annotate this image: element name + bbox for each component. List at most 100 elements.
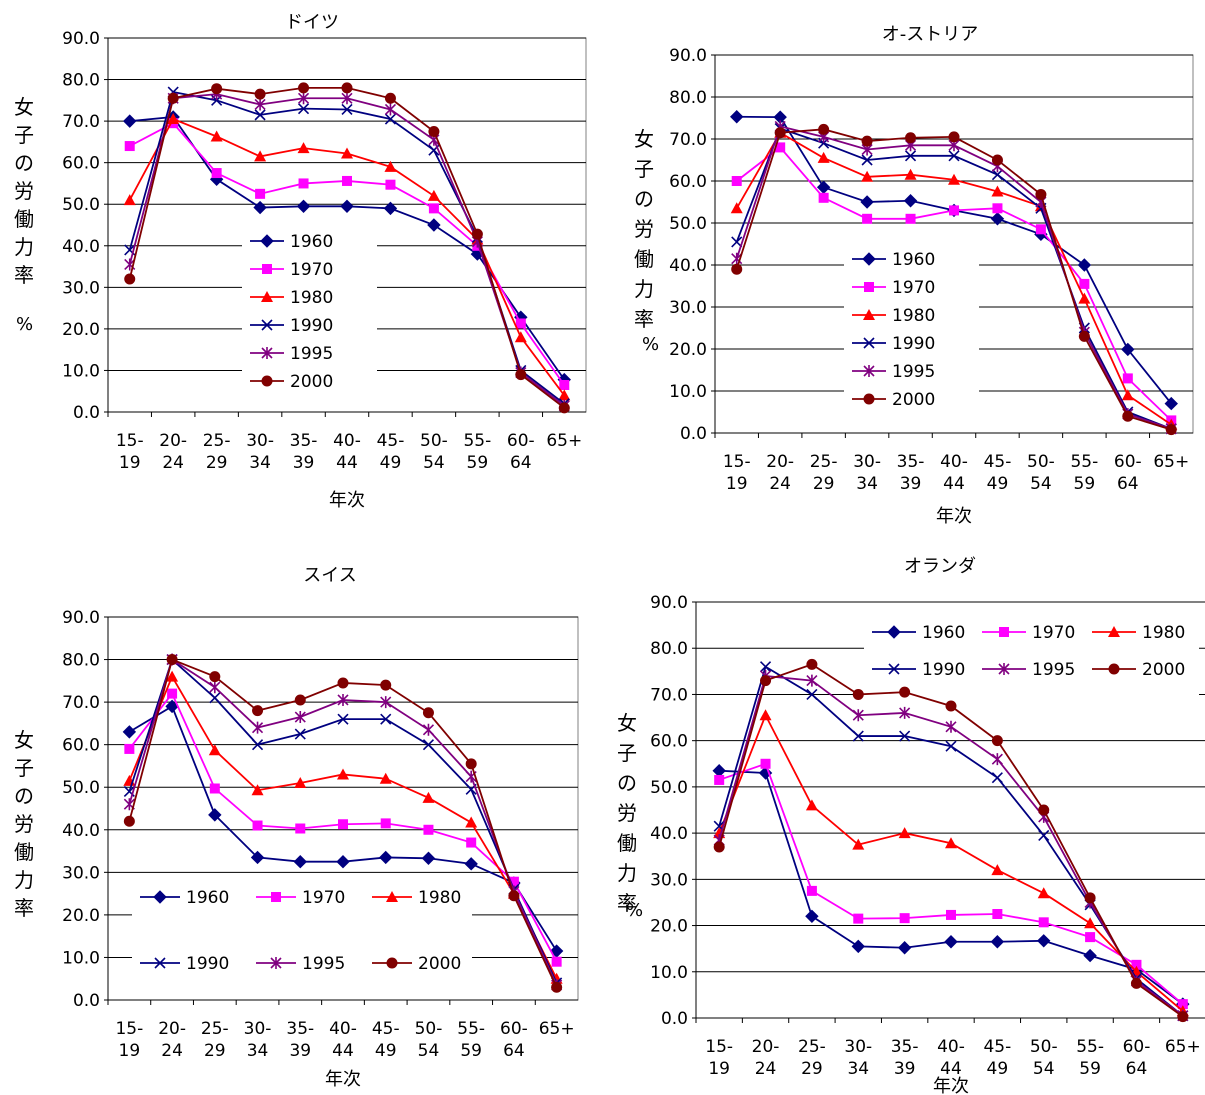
point-1980 [861, 170, 874, 182]
point-1980 [297, 142, 310, 154]
point-1995 [899, 706, 911, 719]
point-1970 [1079, 278, 1090, 289]
point-2000 [899, 686, 911, 698]
legend-marker-2000 [1108, 663, 1120, 675]
legend-marker-1980 [386, 891, 398, 902]
legend-marker-1960 [887, 625, 901, 639]
point-1990 [1038, 829, 1050, 841]
x-tick-label: 15-19 [116, 431, 144, 473]
y-axis-label-char: 労 [617, 801, 637, 825]
point-1970 [1177, 999, 1188, 1010]
point-1960 [805, 909, 819, 924]
legend-marker-1995 [863, 365, 875, 377]
x-tick-label: 30-34 [244, 1019, 272, 1061]
point-1960 [296, 199, 311, 214]
point-1970 [818, 192, 829, 203]
x-tick-label: 55-59 [463, 431, 491, 473]
y-axis-label-char: の [14, 784, 34, 808]
legend-label-1960: 1960 [922, 623, 965, 643]
point-2000 [167, 92, 179, 104]
point-1970 [760, 758, 771, 769]
chart-title: スイス [303, 565, 356, 586]
point-1970 [252, 820, 263, 831]
y-tick-label: 60.0 [62, 154, 100, 174]
y-axis-label-char: 力 [14, 868, 34, 892]
point-2000 [294, 694, 306, 706]
x-tick-label: 65+ [1165, 1037, 1201, 1057]
y-tick-label: 30.0 [62, 863, 100, 883]
point-2000 [211, 83, 223, 95]
point-1980 [948, 173, 960, 185]
x-tick-label: 45-49 [984, 452, 1012, 494]
y-axis-label-char: 力 [617, 861, 637, 885]
point-1970 [862, 213, 873, 224]
point-1990 [991, 772, 1003, 784]
point-1960 [421, 851, 436, 865]
y-tick-label: 0.0 [73, 403, 100, 423]
y-tick-label: 0.0 [73, 991, 100, 1011]
point-2000 [428, 126, 440, 137]
x-tick-label: 45-49 [372, 1019, 400, 1061]
point-1970 [714, 774, 725, 785]
point-1970 [1085, 932, 1096, 943]
x-tick-label: 35-39 [897, 452, 925, 494]
point-1970 [905, 213, 916, 224]
x-tick-label: 15-19 [723, 452, 751, 494]
y-axis-label-char: 女 [634, 127, 654, 151]
legend-marker-2000 [261, 375, 273, 387]
y-tick-label: 70.0 [62, 693, 100, 713]
point-1970 [508, 876, 519, 887]
y-tick-label: 40.0 [669, 256, 707, 276]
x-tick-label: 50-54 [1030, 1037, 1058, 1079]
y-axis-label-char: 力 [634, 277, 654, 301]
point-1970 [1035, 224, 1046, 235]
chart-2: 0.0 10.0 20.0 30.0 40.0 50.0 60.0 70.0 80.0 90.0 1… [14, 565, 579, 1090]
point-1970 [342, 175, 352, 186]
x-tick-label: 20-24 [158, 1019, 186, 1061]
point-1995 [209, 681, 221, 694]
y-tick-label: 50.0 [669, 214, 707, 234]
x-tick-label: 50-54 [1027, 452, 1055, 494]
legend-marker-2000 [386, 957, 398, 969]
point-1970 [899, 913, 910, 924]
point-1990 [380, 713, 392, 725]
x-tick-label: 25-29 [203, 431, 231, 473]
point-1980 [945, 837, 957, 849]
y-axis-label-char: 子 [14, 756, 34, 780]
point-1960 [336, 854, 350, 869]
legend-marker-1960 [260, 234, 274, 248]
point-1960 [944, 935, 958, 949]
legend-label-1990: 1990 [922, 660, 965, 680]
y-axis-label-char: 力 [14, 235, 34, 259]
point-1995 [945, 720, 957, 733]
legend-marker-1980 [863, 309, 875, 320]
point-2000 [760, 675, 772, 687]
y-tick-label: 10.0 [650, 963, 688, 983]
legend-marker-1970 [864, 282, 874, 292]
point-2000 [1130, 977, 1142, 989]
point-1980 [465, 816, 478, 828]
point-2000 [774, 127, 786, 139]
point-1995 [731, 252, 743, 265]
y-axis-label-char: 子 [617, 741, 637, 765]
point-1970 [167, 688, 178, 699]
point-1990 [294, 728, 306, 740]
point-1970 [124, 141, 135, 152]
point-1990 [422, 739, 435, 751]
point-2000 [1078, 330, 1090, 342]
y-tick-label: 40.0 [650, 824, 688, 844]
point-2000 [558, 402, 570, 414]
point-1960 [427, 218, 441, 232]
legend-label-2000: 2000 [892, 390, 935, 410]
point-2000 [515, 369, 527, 381]
y-axis-label-char: 女 [617, 711, 637, 735]
legend-label-1960: 1960 [892, 250, 935, 270]
legend-label-1960: 1960 [186, 888, 229, 908]
point-1970 [551, 956, 562, 967]
point-2000 [465, 758, 477, 770]
y-tick-label: 10.0 [62, 948, 100, 968]
legend-marker-1970 [271, 892, 281, 902]
x-tick-label: 65+ [1153, 452, 1189, 472]
y-tick-label: 90.0 [62, 29, 100, 49]
point-1980 [210, 130, 223, 142]
